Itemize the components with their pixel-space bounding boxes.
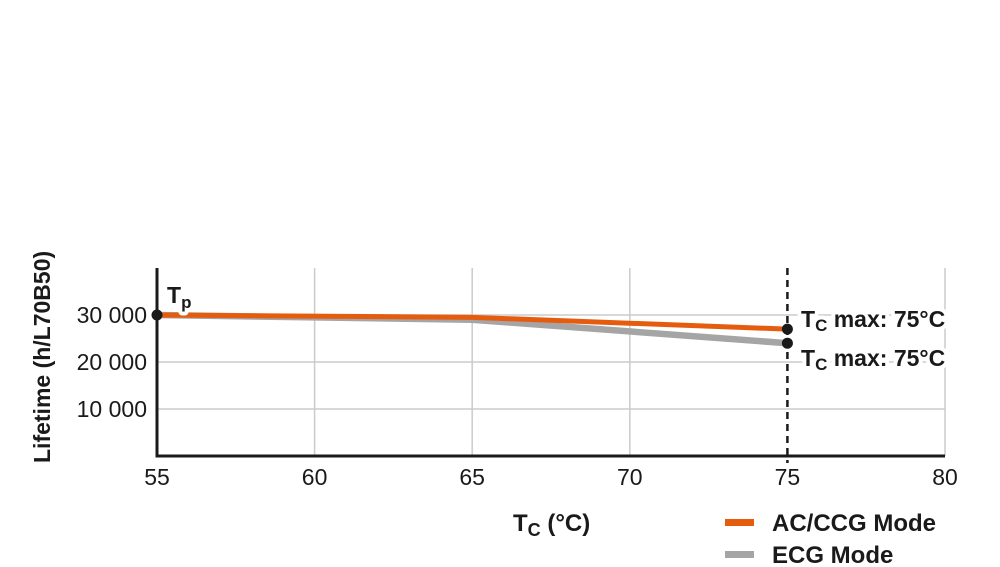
- tp-subscript: p: [181, 293, 191, 312]
- x-tick-label: 55: [144, 464, 170, 490]
- data-point-markers: [151, 309, 793, 349]
- tc-max-top-rest: max: 75°C: [827, 306, 945, 332]
- data-point-marker: [781, 337, 793, 349]
- legend-swatch-accg: [725, 519, 754, 526]
- x-tick-label: 75: [775, 464, 801, 490]
- y-tick-labels: 10 000 20 000 30 000: [77, 302, 147, 422]
- tc-max-top-subscript: C: [815, 316, 827, 335]
- x-tick-label: 70: [617, 464, 643, 490]
- tc-max-bottom-rest: max: 75°C: [827, 345, 945, 371]
- x-tick-labels: 55 60 65 70 75 80: [144, 464, 958, 490]
- x-tick-label: 65: [459, 464, 485, 490]
- tc-max-bottom-subscript: C: [815, 355, 827, 374]
- series-line-ac-ccg-mode: [156, 312, 788, 332]
- y-tick-label: 30 000: [77, 302, 147, 328]
- x-axis-title-subscript: C: [528, 520, 541, 540]
- tp-main: T: [167, 282, 181, 308]
- legend: AC/CCG Mode ECG Mode: [725, 510, 936, 567]
- y-tick-label: 20 000: [77, 349, 147, 375]
- x-tick-label: 60: [302, 464, 328, 490]
- tp-annotation: Tp: [167, 282, 191, 312]
- tc-max-annotation-accg: TC max: 75°C: [801, 306, 945, 335]
- x-tick-label: 80: [932, 464, 958, 490]
- axes: [155, 268, 945, 458]
- y-tick-label: 10 000: [77, 396, 147, 422]
- data-series: [156, 311, 788, 347]
- legend-label-accg: AC/CCG Mode: [772, 510, 936, 537]
- data-point-marker: [781, 323, 793, 335]
- legend-swatch-ecg: [725, 551, 754, 558]
- x-axis-title-main: T: [513, 510, 528, 537]
- legend-label-ecg: ECG Mode: [772, 542, 893, 567]
- tc-max-bottom-main: T: [801, 345, 815, 371]
- data-point-marker: [151, 309, 163, 321]
- x-axis-title: TC (°C): [513, 510, 590, 540]
- y-axis-title: Lifetime (h/L70B50): [29, 251, 55, 463]
- tc-max-top-main: T: [801, 306, 815, 332]
- x-axis-title-rest: (°C): [541, 510, 591, 537]
- tc-max-annotation-ecg: TC max: 75°C: [801, 345, 945, 374]
